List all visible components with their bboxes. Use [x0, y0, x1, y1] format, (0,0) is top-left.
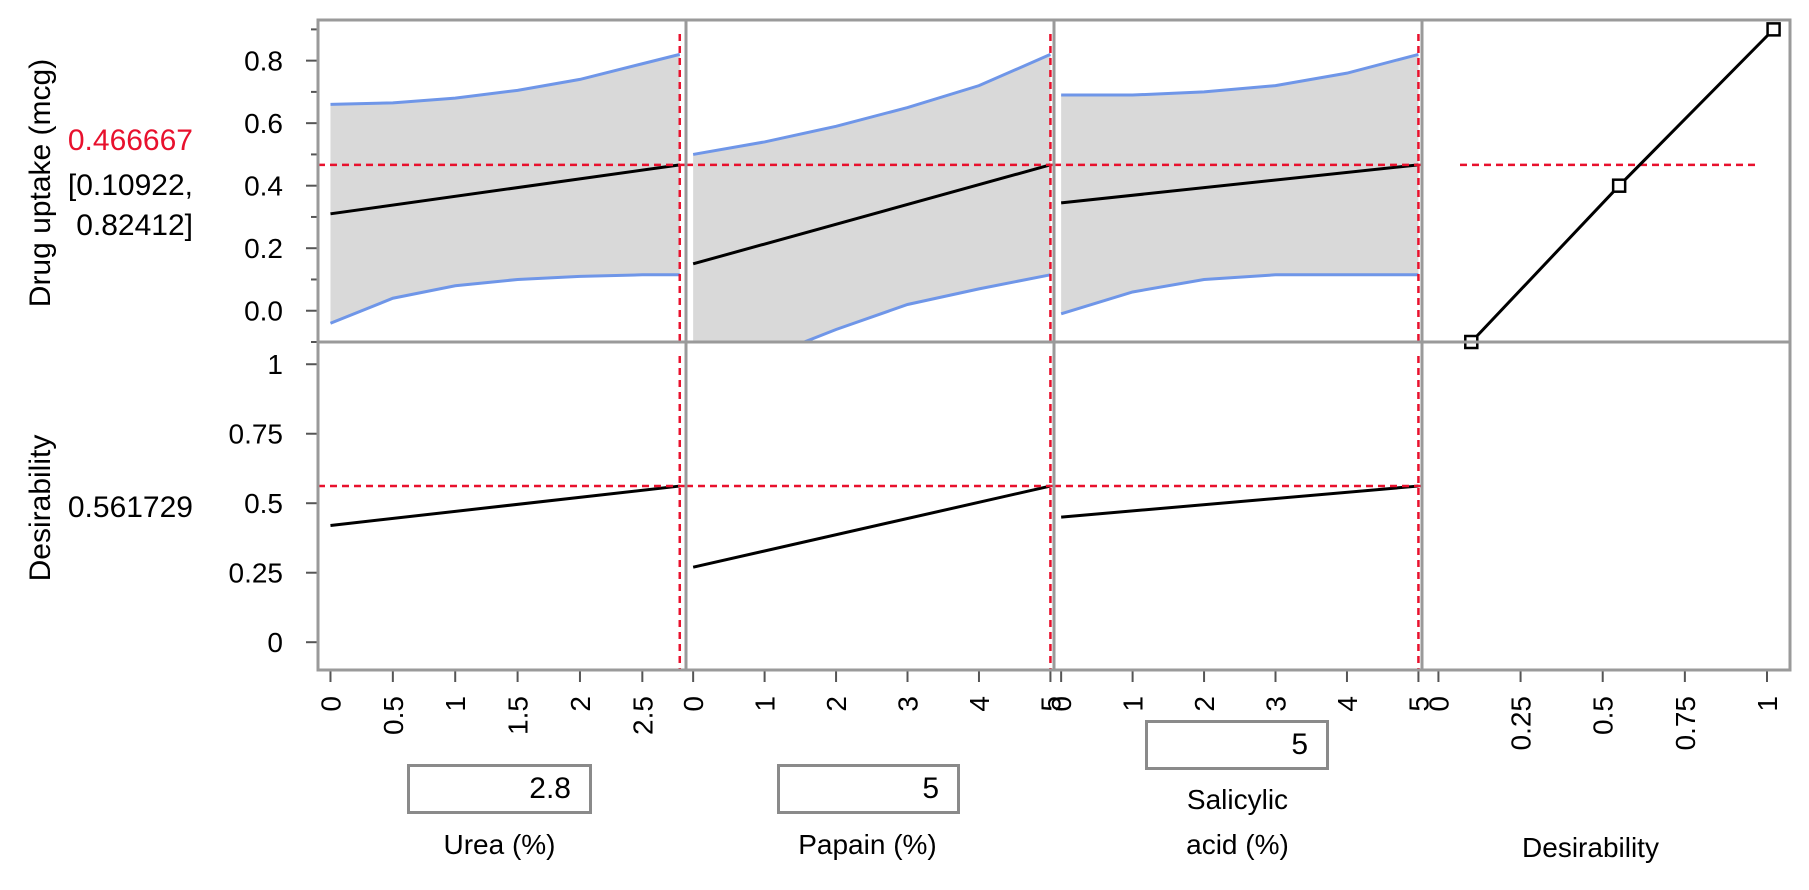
- urea-factor-label: Urea (%): [443, 829, 556, 860]
- x-tick-label-papain-3: 3: [893, 696, 924, 712]
- cell-urea-desirability: [318, 356, 686, 670]
- x-tick-label-salicylic-acid-4: 4: [1332, 696, 1363, 712]
- x-tick-label-salicylic-acid-1: 1: [1118, 696, 1149, 712]
- x-tick-label-urea-4: 2: [565, 696, 596, 712]
- x-tick-label-salicylic-acid-3: 3: [1261, 696, 1292, 712]
- desirability-x-axis-title: Desirability: [1522, 832, 1659, 863]
- x-tick-label-urea-5: 2.5: [627, 696, 658, 735]
- ci-lower-line-salicylic-acid: [1060, 273, 1419, 316]
- y-tick-label-desirability-2: 0.5: [244, 488, 283, 519]
- x-tick-label-papain-1: 1: [750, 696, 781, 712]
- urea-value-input[interactable]: 2.8: [407, 764, 592, 814]
- x-tick-label-urea-0: 0: [315, 696, 346, 712]
- papain-factor-label: Papain (%): [798, 829, 937, 860]
- cell-salicylic-acid-desirability: [1054, 356, 1422, 670]
- y-tick-label-desirability-0: 0: [267, 627, 283, 658]
- y-tick-label-drug-4: 0.8: [244, 46, 283, 77]
- cell-papain-drug: [686, 34, 1054, 342]
- drug-uptake-current-value: 0.466667: [68, 124, 193, 157]
- x-tick-label-desirability-1: 0.25: [1506, 696, 1537, 751]
- x-tick-label-desirability-2: 0.5: [1588, 696, 1619, 735]
- fit-line-salicylic-acid-desirability: [1061, 484, 1419, 519]
- cell-salicylic-acid-drug: [1054, 34, 1422, 342]
- y-tick-label-drug-2: 0.4: [244, 171, 283, 202]
- drug-uptake-ci-upper-bound: 0.82412]: [76, 209, 193, 242]
- x-tick-label-papain-4: 4: [964, 696, 995, 712]
- ci-band-papain: [693, 54, 1051, 342]
- salicylic-acid-factor-label-line2: acid (%): [1186, 829, 1289, 860]
- y-tick-label-desirability-3: 0.75: [229, 419, 284, 450]
- x-tick-label-salicylic-acid-2: 2: [1189, 696, 1220, 712]
- x-tick-label-desirability-4: 1: [1752, 696, 1783, 712]
- fit-line-urea-drug: [330, 163, 680, 216]
- x-tick-label-papain-0: 0: [678, 696, 709, 712]
- x-tick-label-urea-2: 1: [440, 696, 471, 712]
- y-tick-label-drug-1: 0.2: [244, 233, 283, 264]
- desirability-current-value: 0.561729: [68, 491, 193, 524]
- ci-upper-line-papain: [692, 53, 1052, 156]
- x-tick-label-papain-5: 5: [1035, 696, 1066, 712]
- y-tick-label-desirability-4: 1: [267, 349, 283, 380]
- x-tick-label-desirability-0: 0: [1423, 696, 1454, 712]
- desirability-handle-2: [1766, 22, 1781, 37]
- cell-urea-drug: [318, 34, 686, 342]
- y-tick-label-desirability-1: 0.25: [229, 558, 284, 589]
- ci-lower-line-papain: [800, 273, 1051, 342]
- x-tick-label-salicylic-acid-5: 5: [1403, 696, 1434, 712]
- x-tick-label-papain-2: 2: [821, 696, 852, 712]
- y-axis-title-desirability: Desirability: [24, 435, 57, 582]
- fit-line-papain-drug: [692, 163, 1051, 266]
- salicylic-acid-value-input[interactable]: 5: [1145, 720, 1329, 770]
- y-tick-label-drug-0: 0.0: [244, 296, 283, 327]
- papain-value-input[interactable]: 5: [777, 764, 960, 814]
- ci-upper-line-urea: [330, 52, 681, 106]
- x-tick-label-urea-3: 1.5: [503, 696, 534, 735]
- x-tick-label-desirability-3: 0.75: [1670, 696, 1701, 751]
- fit-line-salicylic-acid-drug: [1060, 163, 1419, 205]
- ci-lower-line-urea: [329, 273, 680, 325]
- drug-uptake-ci-lower-bound: [0.10922,: [68, 169, 193, 202]
- x-tick-label-salicylic-acid-0: 0: [1046, 696, 1077, 712]
- x-tick-label-urea-1: 0.5: [378, 696, 409, 735]
- desirability-handle-1: [1611, 178, 1627, 193]
- fit-line-papain-desirability: [692, 484, 1051, 569]
- salicylic-acid-factor-label-line1: Salicylic: [1186, 784, 1289, 815]
- y-tick-label-drug-3: 0.6: [244, 108, 283, 139]
- fit-line-urea-desirability: [330, 484, 680, 527]
- ci-upper-line-salicylic-acid: [1061, 52, 1419, 97]
- cell-papain-desirability: [686, 356, 1054, 670]
- y-axis-title-drug-uptake: Drug uptake (mcg): [24, 59, 57, 307]
